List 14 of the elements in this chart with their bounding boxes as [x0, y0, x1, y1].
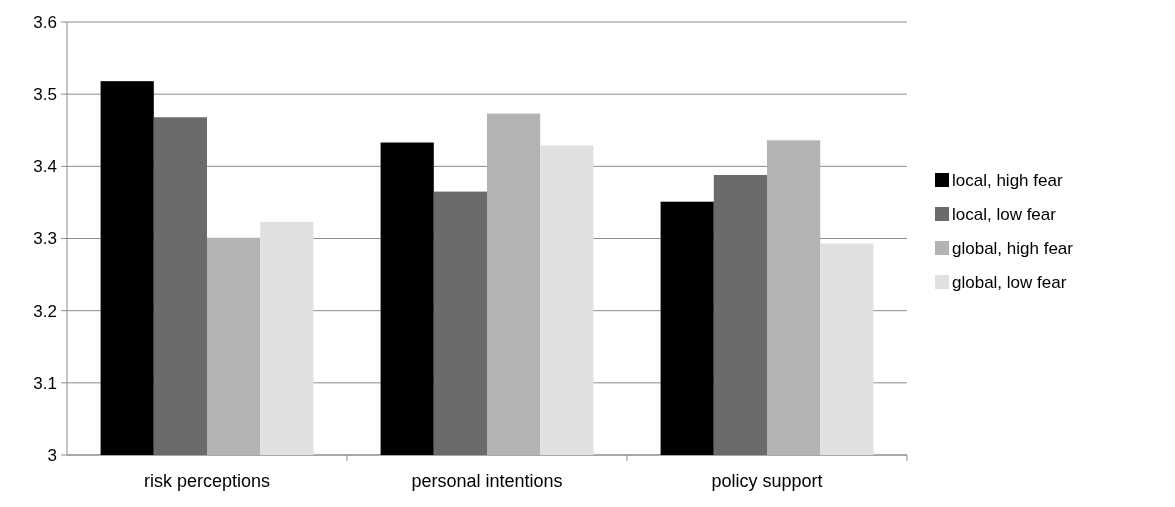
legend-label: global, high fear	[952, 238, 1074, 258]
y-tick-label: 3	[47, 445, 57, 465]
legend-label: local, low fear	[952, 204, 1057, 224]
x-tick-label: risk perceptions	[143, 471, 271, 491]
legend-label: local, high fear	[952, 170, 1063, 190]
y-tick-label: 3.6	[33, 12, 57, 32]
y-tick-label: 3.2	[33, 301, 57, 321]
x-tick-label: personal intentions	[411, 471, 563, 491]
y-tick-label: 3.5	[33, 85, 57, 105]
y-tick-label: 3.1	[33, 373, 57, 393]
x-tick-label: policy support	[711, 471, 823, 491]
y-tick-label: 3.3	[33, 229, 57, 249]
y-tick-label: 3.4	[33, 157, 57, 177]
legend-label: global, low fear	[952, 272, 1067, 292]
